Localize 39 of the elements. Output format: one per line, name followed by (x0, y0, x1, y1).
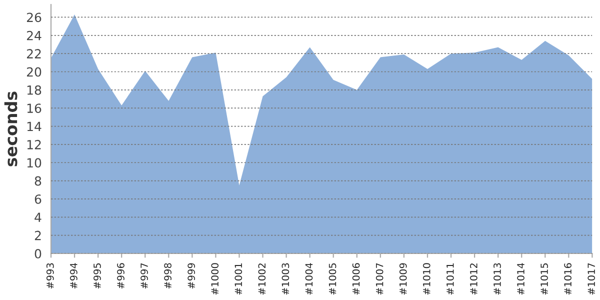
x-tick-label: #999 (188, 263, 196, 288)
x-tick-label: #1007 (376, 263, 384, 295)
y-tick-label: 0 (34, 248, 42, 258)
x-tick-label: #1013 (494, 263, 501, 295)
x-tick-label: #1017 (588, 263, 596, 295)
y-tick-label: 12 (27, 140, 41, 150)
x-tick-label: #1000 (211, 263, 219, 295)
x-tick-label: #1016 (564, 263, 572, 295)
y-tick-label: 22 (26, 49, 41, 58)
y-tick-label: 14 (27, 122, 42, 132)
x-tick-label: #1011 (446, 263, 454, 295)
x-tick-label: #1005 (328, 263, 336, 295)
x-tick-label: #1012 (470, 264, 478, 295)
x-tick-label: #1009 (399, 263, 407, 295)
y-tick-label: 10 (27, 158, 42, 168)
x-tick-label: #993 (46, 263, 54, 288)
y-axis-title: seconds (4, 92, 18, 166)
x-tick-label: #996 (117, 263, 124, 288)
x-tick-label: #997 (140, 263, 148, 288)
y-tick-label: 2 (34, 230, 41, 240)
x-tick-label: #994 (70, 263, 78, 288)
x-tick-label: #1001 (234, 263, 242, 295)
x-tick-label: #1014 (517, 263, 524, 295)
y-tick-label: 18 (27, 85, 42, 95)
y-tick-label: 6 (34, 194, 42, 204)
x-tick-label: #995 (94, 263, 101, 288)
y-tick-label: 8 (34, 176, 42, 186)
x-tick-label: #1003 (282, 263, 290, 295)
y-tick-label: 26 (26, 12, 42, 22)
x-tick-label: #1015 (540, 263, 548, 295)
y-tick-label: 16 (27, 104, 42, 114)
y-tick-label: 24 (26, 30, 42, 40)
x-tick-label: #1004 (305, 263, 313, 295)
x-tick-label: #1006 (352, 263, 360, 295)
x-tick-label: #1002 (258, 264, 266, 295)
x-tick-label: #1010 (422, 263, 430, 295)
x-tick-label: #998 (164, 263, 172, 288)
y-tick-label: 4 (34, 212, 42, 222)
y-tick-label: 20 (26, 67, 42, 77)
